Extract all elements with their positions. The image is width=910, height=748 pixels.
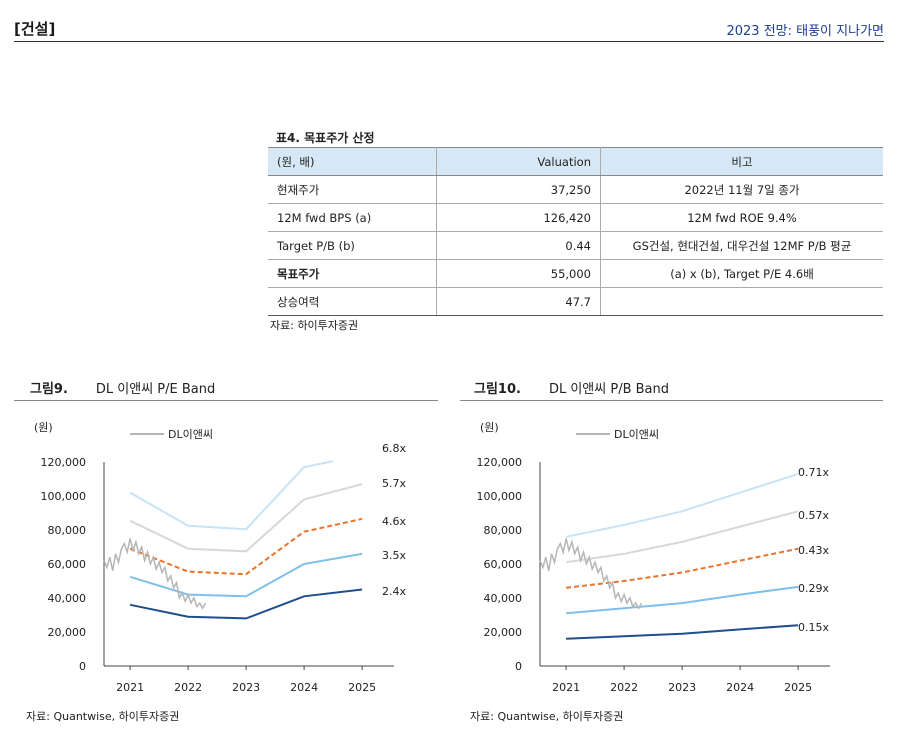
x-tick-label: 2024 (290, 681, 318, 694)
unit-label: (원) (480, 421, 499, 434)
figure-source: 자료: Quantwise, 하이투자증권 (470, 710, 624, 723)
band-label: 0.71x (798, 466, 829, 479)
legend-label: DL이앤씨 (614, 428, 659, 441)
band-label: 3.5x (382, 549, 406, 562)
row-label: 12M fwd BPS (a) (268, 203, 437, 232)
row-note: GS건설, 현대건설, 대우건설 12MF P/B 평균 (600, 231, 883, 260)
band-label: 0.15x (798, 621, 829, 634)
band-line-0.29x (566, 585, 799, 615)
row-note: 2022년 11월 7일 종가 (600, 175, 883, 204)
y-tick-label: 40,000 (48, 592, 87, 605)
figure-source: 자료: Quantwise, 하이투자증권 (26, 710, 180, 723)
y-tick-label: 40,000 (484, 592, 523, 605)
table-row: Target P/B (b) 0.44 GS건설, 현대건설, 대우건설 12M… (268, 231, 883, 260)
row-label: 목표주가 (268, 259, 437, 288)
figure-title: 그림10. DL 이앤씨 P/B Band (474, 378, 669, 397)
section-label: [건설] (14, 20, 56, 38)
y-tick-label: 100,000 (477, 490, 523, 503)
y-tick-label: 60,000 (48, 558, 87, 571)
band-label: 4.6x (382, 515, 406, 528)
pe-band-chart: (원) DL이앤씨 120,000 100,000 80,000 60,000 40,000… (34, 421, 406, 694)
x-tick-label: 2021 (552, 681, 580, 694)
header-divider (14, 41, 884, 42)
figure-number: 그림9. (30, 382, 68, 397)
band-line-4.6x (129, 517, 363, 576)
table-row: 12M fwd BPS (a) 126,420 12M fwd ROE 9.4% (268, 203, 883, 232)
row-label: Target P/B (b) (268, 231, 437, 260)
x-tick-label: 2022 (610, 681, 638, 694)
row-label: 현재주가 (268, 175, 437, 204)
figure-divider (460, 400, 883, 401)
band-label: 2.4x (382, 585, 406, 598)
row-note: 12M fwd ROE 9.4% (600, 203, 883, 232)
legend-label: DL이앤씨 (168, 428, 213, 441)
band-line-6.8x (129, 460, 334, 531)
x-tick-label: 2022 (174, 681, 202, 694)
table-header-valuation: Valuation (436, 147, 601, 176)
target-price-table: (원, 배) Valuation 비고 현재주가 37,250 2022년 11… (268, 147, 883, 316)
band-line-5.7x (129, 483, 363, 553)
row-value: 126,420 (436, 203, 601, 232)
y-tick-label: 120,000 (477, 456, 523, 469)
band-line-2.4x (129, 588, 363, 620)
y-tick-label: 20,000 (484, 626, 523, 639)
figure-number: 그림10. (474, 382, 521, 397)
figure-name: DL 이앤씨 P/B Band (548, 382, 669, 397)
row-value: 37,250 (436, 175, 601, 204)
table-row: 현재주가 37,250 2022년 11월 7일 종가 (268, 175, 883, 204)
x-tick-label: 2021 (116, 681, 144, 694)
pb-band-chart: (원) DL이앤씨 120,000 100,000 80,000 60,000 40,000… (477, 421, 830, 694)
x-tick-label: 2023 (668, 681, 696, 694)
x-tick-label: 2025 (348, 681, 376, 694)
x-tick-label: 2023 (232, 681, 260, 694)
table-row: 상승여력 47.7 (268, 287, 883, 316)
row-value: 55,000 (436, 259, 601, 288)
band-line-3.5x (129, 552, 363, 598)
row-value: 0.44 (436, 231, 601, 260)
price-line (539, 538, 643, 610)
x-tick-label: 2025 (784, 681, 812, 694)
table-header-unit: (원, 배) (268, 147, 437, 176)
figure-name: DL 이앤씨 P/E Band (95, 382, 216, 397)
band-line-0.15x (566, 624, 799, 640)
row-note (600, 287, 883, 316)
y-tick-label: 80,000 (48, 524, 87, 537)
y-tick-label: 20,000 (48, 626, 87, 639)
table-header-row: (원, 배) Valuation 비고 (268, 147, 883, 176)
figure-divider (14, 400, 438, 401)
band-label: 0.29x (798, 582, 829, 595)
band-label: 5.7x (382, 477, 406, 490)
row-note: (a) x (b), Target P/E 4.6배 (600, 259, 883, 288)
y-tick-label: 80,000 (484, 524, 523, 537)
unit-label: (원) (34, 421, 53, 434)
band-line-0.71x (565, 472, 799, 538)
band-label: 0.57x (798, 509, 829, 522)
y-tick-label: 60,000 (484, 558, 523, 571)
table-title: 표4. 목표주가 산정 (276, 131, 375, 145)
y-tick-label: 120,000 (41, 456, 87, 469)
table-header-note: 비고 (600, 147, 883, 176)
band-line-0.43x (565, 547, 799, 589)
x-tick-label: 2024 (726, 681, 754, 694)
y-tick-label: 0 (79, 660, 86, 673)
y-tick-label: 100,000 (41, 490, 87, 503)
figure-title: 그림9. DL 이앤씨 P/E Band (30, 378, 215, 397)
band-label: 0.43x (798, 544, 829, 557)
band-label: 6.8x (382, 442, 406, 455)
row-value: 47.7 (436, 287, 601, 316)
y-tick-label: 0 (515, 660, 522, 673)
table-row: 목표주가 55,000 (a) x (b), Target P/E 4.6배 (268, 259, 883, 288)
table-source: 자료: 하이투자증권 (270, 319, 359, 332)
band-line-0.57x (565, 510, 799, 564)
report-title: 2023 전망: 태풍이 지나가면 (726, 24, 884, 39)
row-label: 상승여력 (268, 287, 437, 316)
price-line (103, 538, 207, 610)
